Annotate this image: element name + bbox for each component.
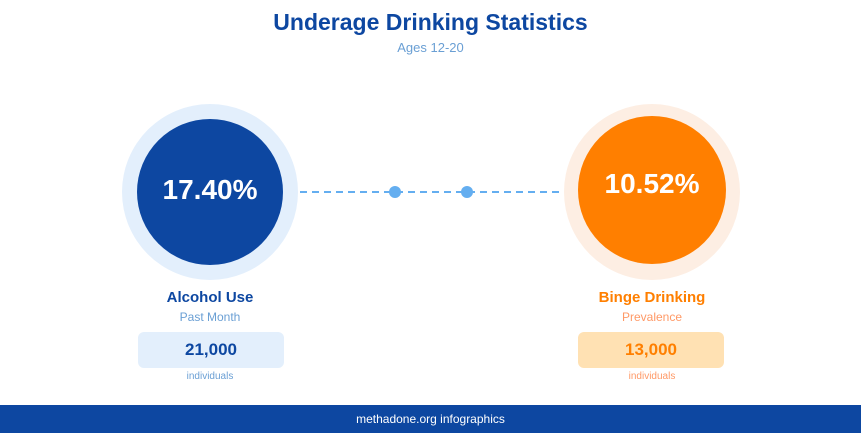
connector: [300, 186, 562, 198]
page-title: Underage Drinking Statistics: [273, 9, 588, 35]
binge-drinking-unit: individuals: [628, 371, 676, 382]
binge-drinking-count: 13,000: [578, 332, 724, 368]
alcohol-use-circle: [137, 119, 283, 265]
connector-dot: [461, 186, 473, 198]
alcohol-use-percent: 17.40%: [162, 174, 258, 205]
binge-drinking-sublabel: Prevalence: [621, 310, 683, 324]
binge-drinking-label: Binge Drinking: [598, 289, 706, 306]
connector-dot: [389, 186, 401, 198]
page-subtitle: Ages 12-20: [397, 40, 464, 55]
alcohol-use-label: Alcohol Use: [166, 289, 254, 306]
binge-drinking-circle: [578, 116, 726, 264]
alcohol-use-count: 21,000: [138, 332, 284, 368]
alcohol-use-unit: individuals: [186, 371, 234, 382]
binge-drinking-percent: 10.52%: [604, 168, 700, 199]
alcohol-use-sublabel: Past Month: [179, 310, 241, 324]
footer: methadone.org infographics: [0, 405, 861, 433]
